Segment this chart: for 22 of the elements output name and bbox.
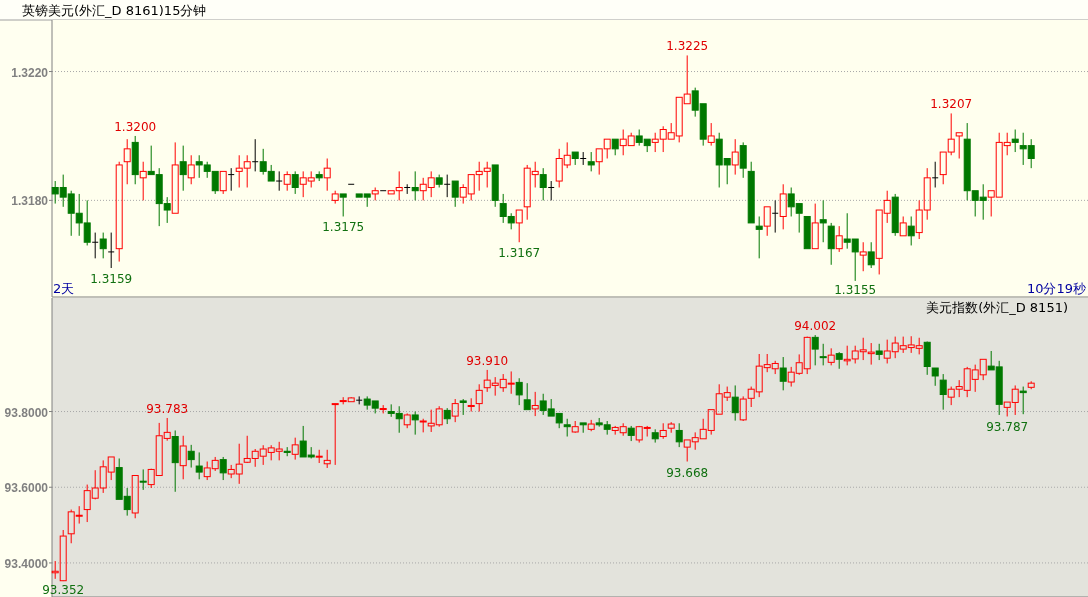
chart-title: 英镑美元(外汇_D 8161)15分钟 bbox=[22, 3, 207, 18]
annotation: 93.910 bbox=[466, 353, 509, 368]
annotation: 1.3167 bbox=[498, 246, 541, 261]
annotation: 1.3200 bbox=[114, 119, 157, 134]
annotation: 94.002 bbox=[794, 319, 837, 334]
annotation: 93.352 bbox=[42, 583, 85, 597]
annotation: 1.3155 bbox=[834, 283, 877, 297]
annotation: 1.3207 bbox=[930, 97, 973, 112]
y-tick-label: 93.6000 bbox=[4, 481, 49, 496]
annotation: 1.3159 bbox=[90, 272, 133, 287]
chart-title: 美元指数(外汇_D 8151) bbox=[926, 300, 1068, 315]
y-tick-label: 93.4000 bbox=[4, 556, 49, 571]
annotation: 10分19秒 bbox=[1026, 281, 1086, 296]
y-tick-label: 93.8000 bbox=[4, 405, 49, 420]
annotation: 93.787 bbox=[986, 420, 1029, 435]
annotation: 2天 bbox=[53, 281, 75, 296]
y-tick-label: 1.3180 bbox=[11, 194, 49, 209]
y-tick-label: 1.3220 bbox=[11, 65, 49, 80]
annotation: 93.783 bbox=[146, 401, 189, 416]
annotation: 93.668 bbox=[666, 465, 709, 480]
annotation: 1.3225 bbox=[666, 39, 709, 54]
annotation: 1.3175 bbox=[322, 220, 365, 235]
